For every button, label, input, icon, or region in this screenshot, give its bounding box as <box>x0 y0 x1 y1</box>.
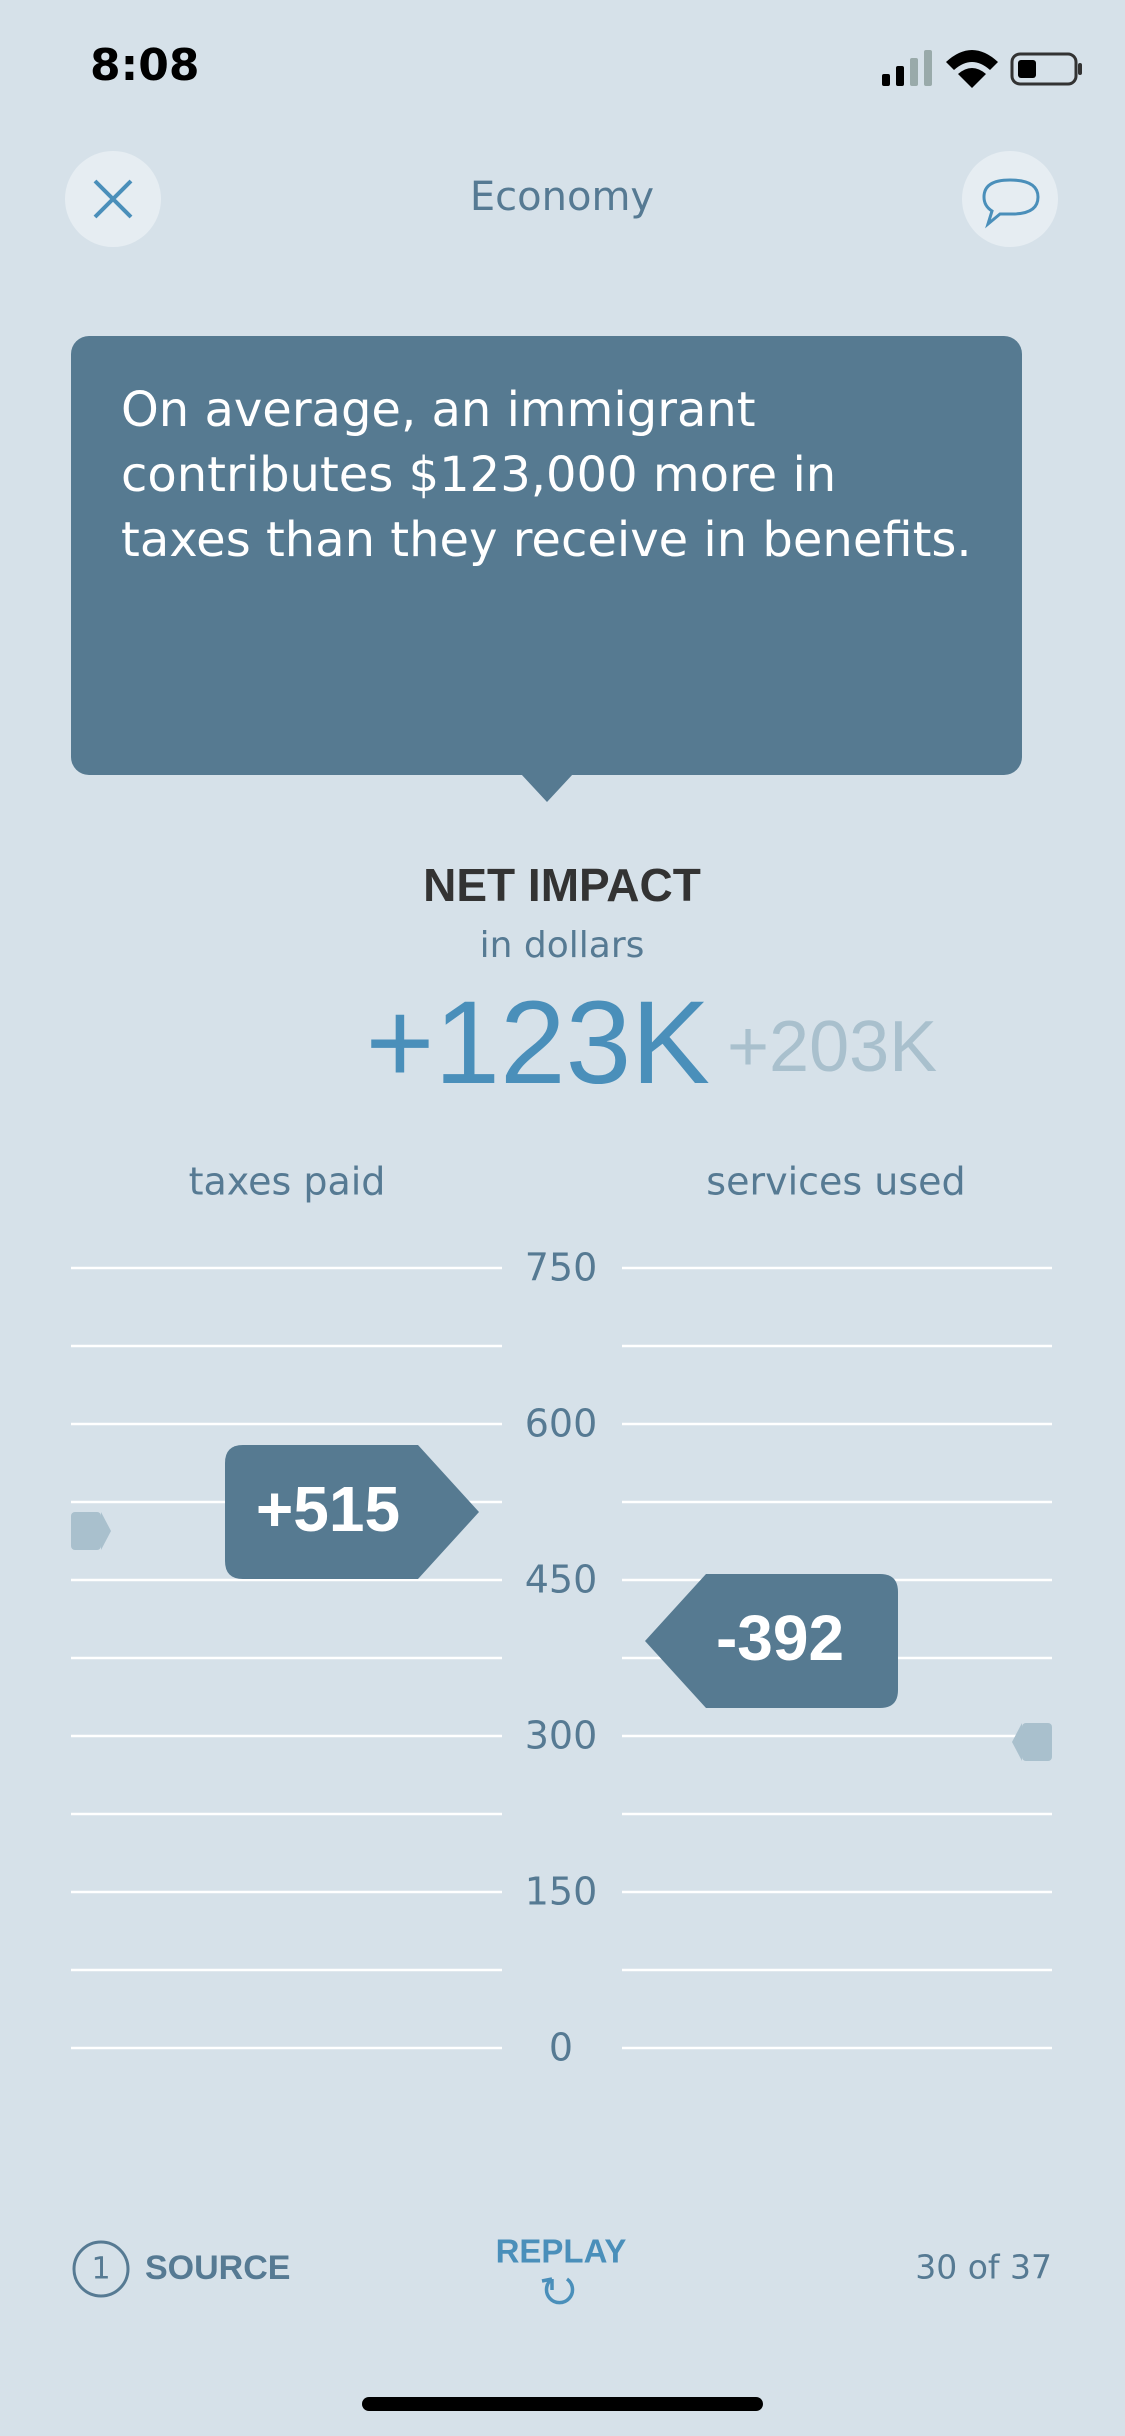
tick-label: 150 <box>525 1870 598 1914</box>
comment-icon <box>982 178 1040 229</box>
callout-text: taxes than they receive in benefits. <box>121 512 972 568</box>
tick-label: 0 <box>549 2026 573 2070</box>
right-slider-tip <box>1012 1723 1022 1761</box>
left-slider-handle[interactable] <box>71 1512 101 1550</box>
net-impact-title: NET IMPACT <box>423 859 701 911</box>
net-impact-subtitle: in dollars <box>480 925 645 966</box>
scale: 0 150 300 450 600 750 <box>71 1246 1052 2070</box>
net-impact-value: +123K <box>366 977 711 1109</box>
tick-label: 600 <box>525 1402 598 1446</box>
replay-button[interactable]: REPLAY <box>496 2233 627 2270</box>
source-number: 1 <box>91 2252 110 2287</box>
right-label: services used <box>706 1160 965 1204</box>
left-tag[interactable] <box>225 1445 479 1579</box>
status-time: 8:08 <box>90 40 199 91</box>
right-tag-label: -392 <box>716 1602 844 1674</box>
comment-button[interactable] <box>962 151 1058 247</box>
header-title: Economy <box>470 174 654 220</box>
page-counter: 30 of 37 <box>915 2248 1052 2287</box>
callout-box <box>71 336 1022 775</box>
callout-text: On average, an immigrant <box>121 382 756 438</box>
status-icons <box>882 50 1082 88</box>
left-tag-label: +515 <box>256 1473 400 1545</box>
tick-label: 750 <box>525 1246 598 1290</box>
home-indicator <box>362 2397 763 2411</box>
close-icon <box>93 179 133 219</box>
right-slider-handle[interactable] <box>1022 1723 1052 1761</box>
source-badge[interactable] <box>72 2240 130 2298</box>
net-impact-comparison: +203K <box>727 1007 937 1087</box>
source-link[interactable]: SOURCE <box>145 2249 290 2287</box>
left-label: taxes paid <box>189 1160 386 1204</box>
callout-pointer <box>521 774 573 802</box>
tick-label: 300 <box>525 1714 598 1758</box>
left-slider-tip <box>101 1512 111 1550</box>
right-tag[interactable] <box>645 1574 898 1708</box>
callout-text: contributes $123,000 more in <box>121 447 836 503</box>
tick-label: 450 <box>525 1558 598 1602</box>
replay-icon <box>541 2277 575 2305</box>
